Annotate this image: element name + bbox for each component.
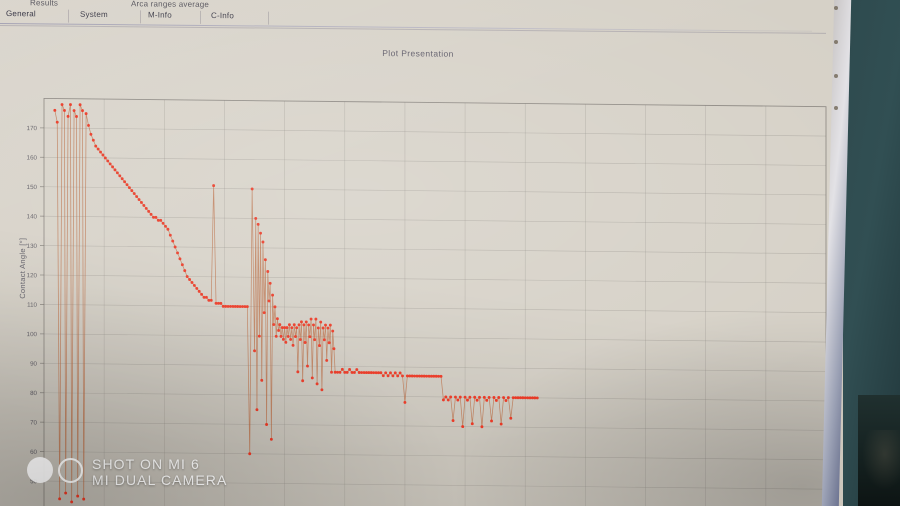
tab-separator	[200, 10, 201, 24]
menu-item-results[interactable]: Results	[30, 0, 59, 8]
watermark-line-2: MI DUAL CAMERA	[92, 472, 228, 488]
tab-general[interactable]: General	[6, 9, 36, 19]
y-tick-70: 70	[30, 419, 37, 426]
y-tick-130: 130	[27, 243, 38, 250]
tab-system[interactable]: System	[80, 9, 108, 20]
y-tick-140: 140	[27, 213, 38, 220]
y-tick-160: 160	[27, 155, 38, 162]
tab-separator	[68, 9, 69, 23]
plot-panel: Plot Presentation Contact Angle [°] 170 1…	[0, 28, 836, 506]
series-data-points	[53, 103, 539, 504]
gridlines	[44, 99, 826, 506]
monitor-screen: Results Arca ranges average General System…	[0, 0, 836, 506]
y-tick-60: 60	[30, 449, 37, 456]
watermark-line-1: SHOT ON MI 6	[92, 456, 200, 472]
tab-m-info[interactable]: M-Info	[148, 10, 172, 20]
y-tick-90: 90	[30, 361, 37, 368]
tab-separator	[140, 10, 141, 24]
camera-watermark: SHOT ON MI 6 MI DUAL CAMERA	[24, 450, 284, 498]
tab-separator	[268, 11, 269, 25]
watermark-circle-outline-icon	[58, 458, 83, 483]
background-dark-region	[858, 395, 900, 506]
bezel-indicator-dots	[832, 2, 844, 122]
y-tick-150: 150	[27, 184, 38, 191]
y-tick-170: 170	[27, 125, 38, 132]
y-tick-110: 110	[27, 302, 37, 309]
y-tick-100: 100	[27, 331, 38, 338]
background-light-glow	[862, 430, 900, 490]
tab-c-info[interactable]: C-Info	[211, 11, 234, 21]
y-tick-120: 120	[27, 272, 38, 279]
axes	[40, 98, 827, 506]
menu-item-arca-ranges-average[interactable]: Arca ranges average	[131, 0, 210, 10]
y-tick-80: 80	[30, 390, 37, 397]
watermark-circle-filled-icon	[27, 457, 53, 483]
